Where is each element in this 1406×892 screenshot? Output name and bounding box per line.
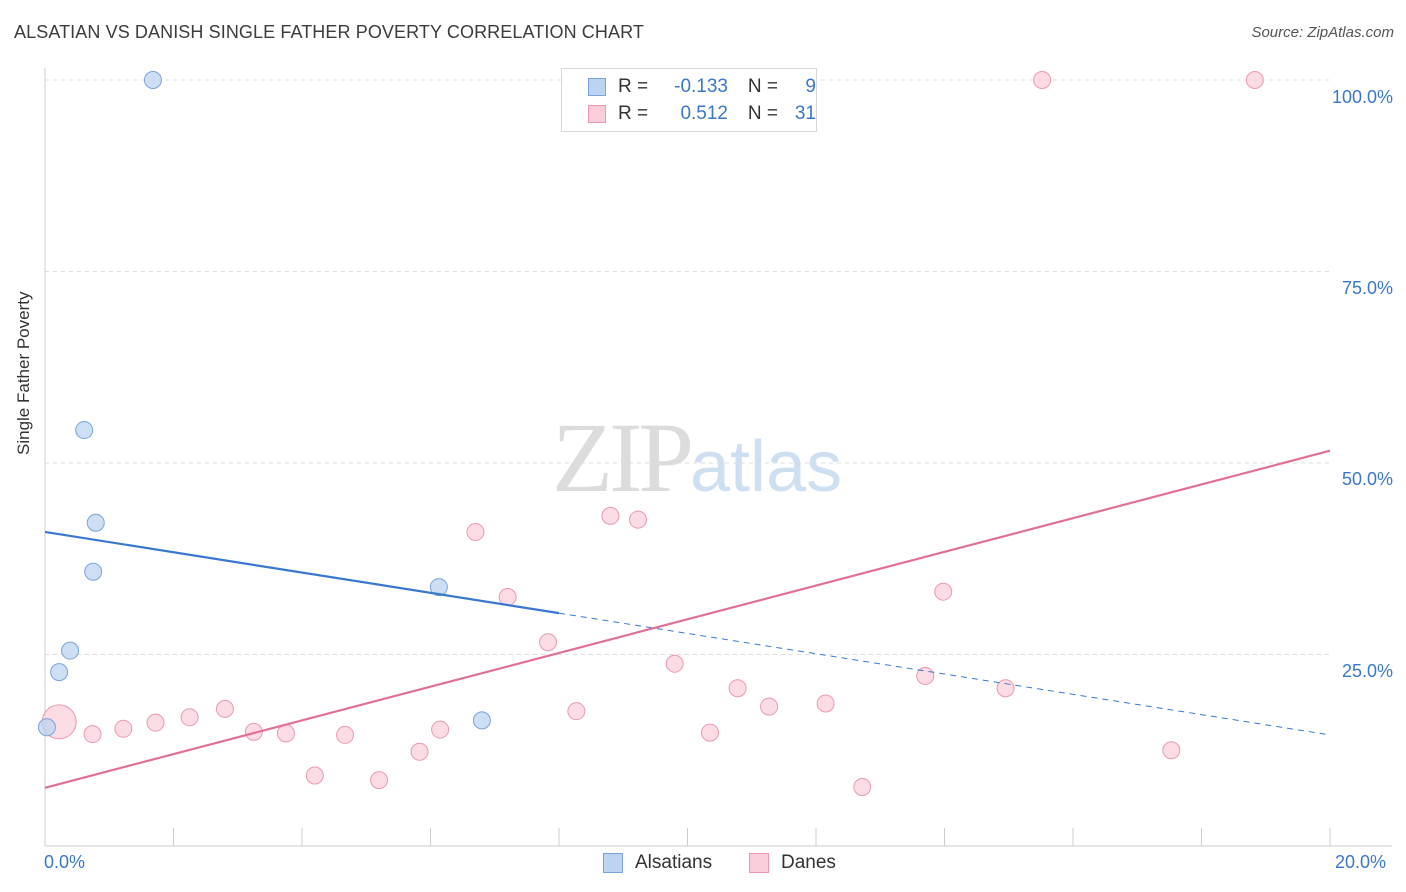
y-tick-label-50: 50.0% [1341, 469, 1393, 489]
legend-n-value: 31 [794, 103, 816, 124]
danes-point [410, 742, 429, 761]
alsatians-point [37, 718, 56, 737]
danes-point [336, 725, 355, 744]
correlation-legend: R = -0.133 N = 9 R = 0.512 N = 31 [561, 68, 817, 132]
danes-point [276, 724, 295, 743]
danes-point [180, 708, 199, 727]
y-tick-label-25: 25.0% [1341, 661, 1393, 681]
alsatians-point [429, 578, 448, 597]
danes-trendline [44, 449, 1331, 789]
legend-row-danes: R = 0.512 N = 31 [562, 102, 816, 126]
danes-point [146, 713, 165, 732]
danes-point [760, 697, 779, 716]
danes-point [601, 506, 620, 525]
danes-point [728, 679, 747, 698]
x-tick-label-max: 20.0% [1335, 852, 1387, 872]
alsatians-point [61, 641, 80, 660]
legend-r-value: 0.512 [680, 103, 728, 124]
legend-n-label: N = [747, 103, 778, 124]
legend-r-label: R = [618, 103, 649, 124]
x-tick-label-min: 0.0% [44, 852, 86, 872]
legend-row-alsatians: R = -0.133 N = 9 [562, 75, 816, 99]
danes-point [1033, 71, 1052, 89]
danes-point [700, 723, 719, 742]
danes-point [370, 771, 389, 790]
danes-point [816, 694, 835, 713]
alsatians-point [143, 71, 162, 89]
alsatians-point [75, 421, 94, 440]
danes-point [853, 778, 872, 797]
bottom-legend-alsatians: Alsatians [603, 852, 712, 874]
danes-legend-swatch [749, 853, 769, 873]
legend-r-label: R = [618, 76, 649, 97]
danes-point [305, 766, 324, 785]
alsatians-point [86, 513, 105, 532]
danes-point [665, 654, 684, 673]
legend-n-value: 9 [805, 76, 816, 97]
source-label: Source: ZipAtlas.com [1251, 24, 1394, 41]
alsatians-point [472, 711, 491, 730]
alsatians-legend-swatch [603, 853, 623, 873]
alsatians-legend-label: Alsatians [635, 852, 713, 873]
danes-point [1245, 71, 1264, 89]
danes-point [431, 720, 450, 739]
y-tick-label-75: 75.0% [1341, 278, 1393, 298]
chart-title: ALSATIAN VS DANISH SINGLE FATHER POVERTY… [14, 22, 644, 42]
danes-point [629, 510, 648, 529]
danes-point [1162, 741, 1181, 760]
danes-point [215, 699, 234, 718]
danes-swatch [588, 105, 606, 123]
danes-point [934, 582, 953, 601]
bottom-legend-danes: Danes [749, 852, 836, 874]
danes-legend-label: Danes [781, 852, 836, 873]
danes-point [114, 719, 133, 738]
alsatians-swatch [588, 78, 606, 96]
danes-point [466, 522, 485, 541]
danes-point [539, 633, 558, 652]
y-axis-label: Single Father Poverty [14, 291, 33, 455]
danes-point [83, 725, 102, 744]
alsatians-trendline [44, 530, 560, 615]
legend-r-value: -0.133 [674, 76, 728, 97]
y-tick-label-100: 100.0% [1331, 87, 1393, 107]
legend-n-label: N = [747, 76, 778, 97]
alsatians-point [50, 663, 69, 682]
danes-point [567, 702, 586, 721]
alsatians-point [84, 562, 103, 581]
alsatians-trendline-extension [558, 612, 1331, 736]
